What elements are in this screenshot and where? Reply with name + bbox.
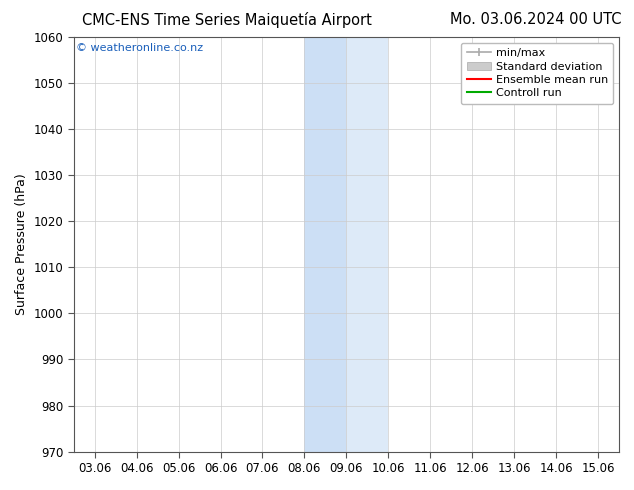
Y-axis label: Surface Pressure (hPa): Surface Pressure (hPa)	[15, 173, 28, 315]
Bar	[346, 37, 388, 452]
Text: CMC-ENS Time Series Maiquetía Airport: CMC-ENS Time Series Maiquetía Airport	[82, 12, 372, 28]
Bar	[304, 37, 346, 452]
Text: © weatheronline.co.nz: © weatheronline.co.nz	[77, 44, 204, 53]
Legend: min/max, Standard deviation, Ensemble mean run, Controll run: min/max, Standard deviation, Ensemble me…	[461, 43, 614, 104]
Text: Mo. 03.06.2024 00 UTC: Mo. 03.06.2024 00 UTC	[450, 12, 621, 27]
